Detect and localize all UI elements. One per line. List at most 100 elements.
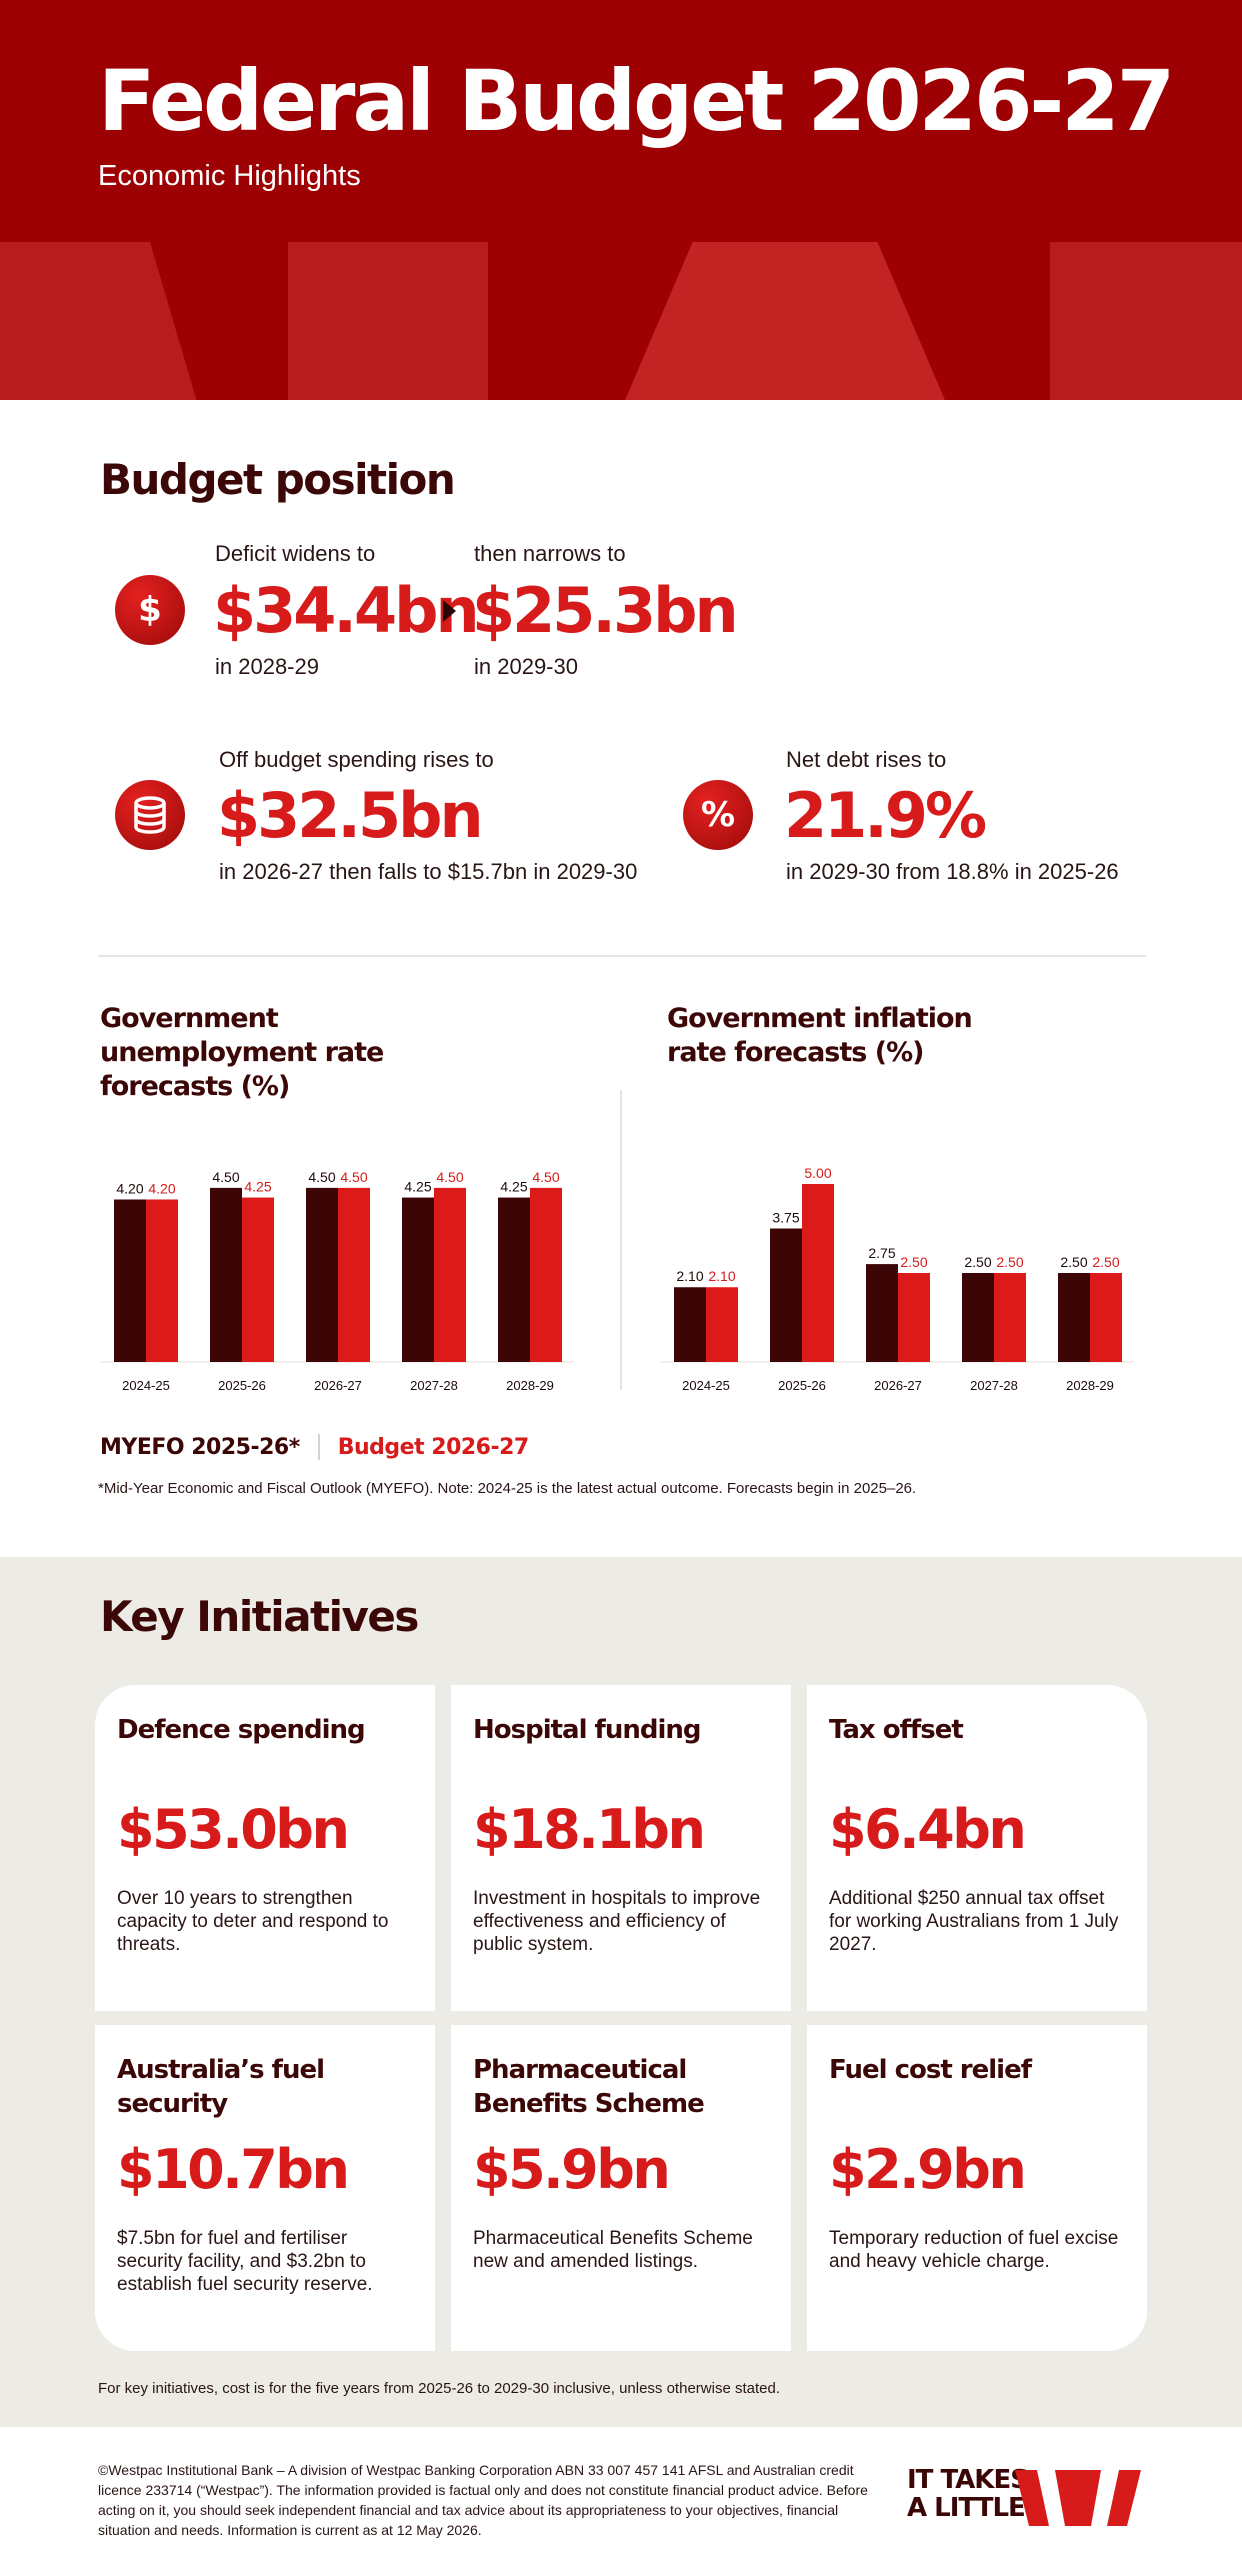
inflation-tick-label: 2025-26	[778, 1378, 826, 1393]
unemployment-data-label: 4.25	[244, 1179, 271, 1195]
deficit-period: in 2028-29	[215, 654, 319, 679]
unemployment-bar-myefo	[402, 1197, 434, 1362]
initiative-card-fuel-relief: Fuel cost relief $2.9bn Temporary reduct…	[807, 2025, 1147, 2351]
inflation-bar-myefo	[866, 1264, 898, 1362]
initiative-card-hospital: Hospital funding $18.1bn Investment in h…	[451, 1685, 791, 2011]
westpac-w-logo	[1015, 2470, 1141, 2526]
inflation-data-label: 2.10	[708, 1268, 735, 1284]
chart-divider	[620, 1090, 622, 1390]
disclaimer-text: ©Westpac Institutional Bank – A division…	[98, 2462, 868, 2538]
unemployment-data-label: 4.50	[532, 1169, 559, 1185]
narrows-period: in 2029-30	[474, 654, 578, 679]
inflation-tick-label: 2026-27	[874, 1378, 922, 1393]
unemployment-tick-label: 2026-27	[314, 1378, 362, 1393]
initiative-title: Defence spending	[117, 1715, 366, 1745]
unemployment-bar-budget	[338, 1187, 370, 1362]
unemployment-tick-label: 2024-25	[122, 1378, 170, 1393]
header-banner: Federal Budget 2026-27 Economic Highligh…	[0, 0, 1242, 400]
inflation-data-label: 2.50	[964, 1254, 991, 1270]
dollar-icon: $	[115, 575, 185, 645]
inflation-data-label: 2.50	[996, 1254, 1023, 1270]
initiative-amount: $6.4bn	[829, 1798, 1027, 1861]
budget-position-title: Budget position	[100, 455, 456, 504]
inflation-bar-budget	[706, 1287, 738, 1362]
unemployment-data-label: 4.50	[340, 1169, 367, 1185]
header-decor-shape	[1050, 242, 1242, 400]
inflation-bar-myefo	[962, 1273, 994, 1362]
inflation-data-label: 2.75	[868, 1245, 895, 1261]
unemployment-data-label: 4.25	[500, 1179, 527, 1195]
initiative-title: Australia’s fuel security	[117, 2055, 325, 2119]
initiative-description: Additional $250 annual tax offset for wo…	[829, 1888, 1119, 1955]
tagline: IT TAKES A LITTLE	[907, 2465, 1029, 2523]
inflation-bar-budget	[1090, 1273, 1122, 1362]
page-title: Federal Budget 2026-27	[98, 52, 1175, 150]
arrow-right-icon	[443, 600, 456, 622]
tagline-line-2: A LITTLE	[907, 2493, 1026, 2523]
unemployment-bar-budget	[242, 1197, 274, 1362]
inflation-bar-myefo	[674, 1287, 706, 1362]
percent-glyph: %	[700, 795, 736, 835]
legend-budget: Budget 2026-27	[337, 1434, 530, 1460]
initiative-description: Over 10 years to strengthen capacity to …	[117, 1888, 389, 1955]
unemployment-chart: 4.20 4.20 2024-25 4.50 4.25 2025-26 4.50 4.50 20…	[100, 1169, 574, 1393]
unemployment-bar-myefo	[114, 1199, 146, 1362]
unemployment-bar-myefo	[498, 1197, 530, 1362]
inflation-tick-label: 2028-29	[1066, 1378, 1114, 1393]
tagline-line-1: IT TAKES	[907, 2465, 1029, 2495]
chart-legend: MYEFO 2025-26* Budget 2026-27	[100, 1434, 529, 1460]
initiative-card-fuel-security: Australia’s fuel security $10.7bn $7.5bn…	[95, 2025, 435, 2351]
inflation-chart: 2.10 2.10 2024-25 3.75 5.00 2025-26 2.75 2.50 20…	[660, 1165, 1134, 1393]
initiative-description: Pharmaceutical Benefits Scheme new and a…	[473, 2228, 753, 2272]
inflation-data-label: 2.50	[1092, 1254, 1119, 1270]
legend-separator	[317, 1434, 320, 1460]
unemployment-bar-budget	[146, 1199, 178, 1362]
initiative-card-pbs: Pharmaceutical Benefits Scheme $5.9bn Ph…	[451, 2025, 791, 2351]
inflation-data-label: 2.10	[676, 1268, 703, 1284]
section-divider	[98, 955, 1146, 957]
inflation-bar-myefo	[1058, 1273, 1090, 1362]
unemployment-data-label: 4.20	[148, 1180, 175, 1196]
inflation-data-label: 2.50	[900, 1254, 927, 1270]
deficit-value: $34.4bn	[213, 574, 480, 647]
inflation-bar-budget	[802, 1184, 834, 1362]
narrows-value: $25.3bn	[472, 574, 739, 647]
inflation-bar-budget	[898, 1273, 930, 1362]
deficit-label: Deficit widens to	[215, 541, 376, 566]
inflation-tick-label: 2024-25	[682, 1378, 730, 1393]
unemployment-data-label: 4.20	[116, 1180, 143, 1196]
unemployment-bar-myefo	[210, 1187, 242, 1362]
initiative-amount: $5.9bn	[473, 2138, 671, 2201]
unemployment-data-label: 4.50	[436, 1169, 463, 1185]
net-debt-detail: in 2029-30 from 18.8% in 2025-26	[786, 859, 1119, 884]
unemployment-bar-myefo	[306, 1187, 338, 1362]
inflation-data-label: 2.50	[1060, 1254, 1087, 1270]
net-debt-label: Net debt rises to	[786, 747, 947, 772]
legend-myefo: MYEFO 2025-26*	[100, 1434, 300, 1460]
page-subtitle: Economic Highlights	[98, 160, 361, 192]
inflation-bar-budget	[994, 1273, 1026, 1362]
initiative-amount: $2.9bn	[829, 2138, 1027, 2201]
unemployment-bar-budget	[530, 1187, 562, 1362]
unemployment-data-label: 4.25	[404, 1179, 431, 1195]
initiative-description: $7.5bn for fuel and fertiliser security …	[117, 2228, 373, 2295]
header-decor-shape	[288, 242, 488, 400]
inflation-bar-myefo	[770, 1228, 802, 1362]
off-budget-label: Off budget spending rises to	[219, 747, 494, 772]
off-budget-detail: in 2026-27 then falls to $15.7bn in 2029…	[219, 859, 638, 884]
inflation-tick-label: 2027-28	[970, 1378, 1018, 1393]
inflation-data-label: 5.00	[804, 1165, 831, 1181]
initiative-title: Hospital funding	[473, 1715, 702, 1745]
initiative-amount: $53.0bn	[117, 1798, 350, 1861]
chart-footnote: *Mid-Year Economic and Fiscal Outlook (M…	[98, 1480, 917, 1497]
initiative-card-defence: Defence spending $53.0bn Over 10 years t…	[95, 1685, 435, 2011]
inflation-chart-title: Government inflation rate forecasts (%)	[667, 1003, 973, 1068]
percent-icon: %	[683, 780, 753, 850]
unemployment-chart-title: Government unemployment rate forecasts (…	[100, 1003, 384, 1102]
initiative-card-tax: Tax offset $6.4bn Additional $250 annual…	[807, 1685, 1147, 2011]
off-budget-value: $32.5bn	[217, 779, 484, 852]
dollar-glyph: $	[138, 590, 162, 630]
initiative-title: Tax offset	[829, 1715, 964, 1745]
unemployment-tick-label: 2028-29	[506, 1378, 554, 1393]
initiative-title: Fuel cost relief	[829, 2055, 1032, 2085]
